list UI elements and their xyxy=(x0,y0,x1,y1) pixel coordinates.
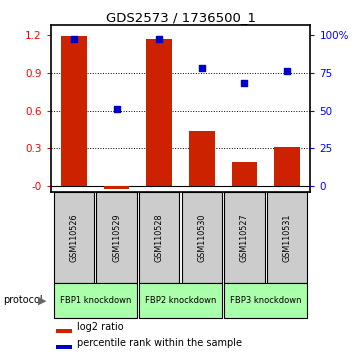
Text: percentile rank within the sample: percentile rank within the sample xyxy=(77,338,242,348)
Bar xyxy=(54,283,137,318)
Point xyxy=(71,36,77,42)
Bar xyxy=(189,131,214,186)
Text: GSM110531: GSM110531 xyxy=(283,213,292,262)
Point xyxy=(242,80,247,86)
Text: FBP3 knockdown: FBP3 knockdown xyxy=(230,296,301,305)
Title: GDS2573 / 1736500_1: GDS2573 / 1736500_1 xyxy=(105,11,256,24)
Text: GSM110526: GSM110526 xyxy=(69,213,78,262)
Text: FBP2 knockdown: FBP2 knockdown xyxy=(145,296,216,305)
Point xyxy=(114,106,119,112)
Bar xyxy=(147,39,172,186)
Text: log2 ratio: log2 ratio xyxy=(77,322,123,332)
Bar xyxy=(267,193,307,283)
Bar xyxy=(182,193,222,283)
Text: GSM110530: GSM110530 xyxy=(197,213,206,262)
Bar xyxy=(224,193,265,283)
Bar xyxy=(274,147,300,186)
Bar xyxy=(224,283,307,318)
Text: GSM110529: GSM110529 xyxy=(112,213,121,262)
Text: GSM110527: GSM110527 xyxy=(240,213,249,262)
Text: GSM110528: GSM110528 xyxy=(155,213,164,262)
Bar xyxy=(96,193,137,283)
Bar xyxy=(61,36,87,186)
Bar xyxy=(54,193,94,283)
Bar xyxy=(232,162,257,186)
Bar xyxy=(56,345,72,349)
Point xyxy=(284,68,290,74)
Text: protocol: protocol xyxy=(4,296,43,306)
Text: FBP1 knockdown: FBP1 knockdown xyxy=(60,296,131,305)
Bar xyxy=(139,193,179,283)
Bar xyxy=(56,329,72,333)
Bar xyxy=(104,186,129,189)
Point xyxy=(156,36,162,42)
Bar xyxy=(139,283,222,318)
Point xyxy=(199,65,205,71)
Text: ▶: ▶ xyxy=(38,296,47,306)
